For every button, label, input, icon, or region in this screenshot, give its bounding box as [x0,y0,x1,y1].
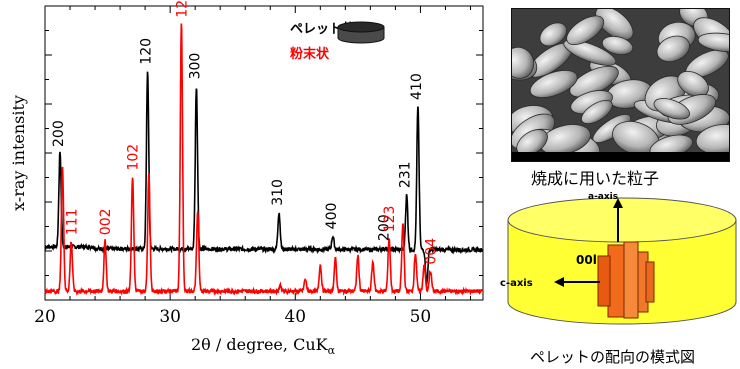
legend: ペレット状 粉末状 [290,21,385,62]
sem-particle [566,15,605,46]
x-tick-label: 50 [410,307,432,327]
peak-label: 121 [174,0,190,18]
particle-micrograph [512,9,729,152]
sem-scale-info [512,152,729,161]
sem-particle [581,99,613,125]
sem-particle [656,35,691,63]
sem-particle [653,98,691,120]
sem-particle [695,124,729,152]
a-axis-arrow [613,198,623,242]
c-axis-arrow [554,277,600,287]
peak-label: 410 [409,73,425,100]
sem-particle [697,32,729,53]
xrd-chart: 20 30 40 50 200 120 300 310 400 200 231 410 111 002 1… [9,0,484,357]
peak-label: 111 [64,208,80,235]
a-axis-label: a-axis [588,192,618,202]
sem-particle [539,22,568,47]
sem-particle [512,46,535,79]
peak-labels: 200 120 300 310 400 200 231 410 111 002 102 121 123 0… [51,0,439,265]
plane-label: 00l [576,253,597,267]
x-axis-label-subscript: α [328,344,336,357]
c-axis-label: c-axis [500,278,533,289]
x-axis-label: 2θ / degree, CuKα [191,335,336,357]
sem-particle [595,9,634,41]
series-line-pellet [44,71,484,286]
peak-label: 200 [51,120,67,147]
series-line-powder [44,23,484,297]
legend-powder-label: 粉末状 [290,46,330,62]
sem-particle [649,134,694,152]
sem-particle [516,129,548,152]
pellet-disk-icon [337,21,385,44]
sem-image [511,8,730,162]
y-axis-label: x-ray intensity [9,95,28,211]
sem-particle [529,70,578,98]
x-tick-label: 30 [159,307,181,327]
series-layer [44,23,484,297]
peak-label: 310 [270,179,286,206]
x-tick-label: 40 [284,307,306,327]
sem-caption: 焼成に用いた粒子 [531,169,660,188]
peak-label: 123 [382,206,398,233]
peak-label: 004 [423,238,439,265]
x-tick-labels: 20 30 40 50 [34,307,431,327]
sem-particle [677,70,709,98]
sem-particle [563,39,617,66]
crystal-stack [597,241,655,319]
pellet-orientation-diagram: a-axis c-axis 00l [500,192,737,325]
peak-label: 102 [126,144,142,171]
axis-ticks [44,6,483,300]
peak-label: 300 [187,53,203,80]
peak-label: 200 [376,214,392,241]
peak-label: 400 [324,203,340,230]
peak-label: 002 [98,208,114,235]
peak-label: 120 [139,38,155,65]
diagram-caption: ペレットの配向の模式図 [530,348,696,366]
sem-particle [601,35,634,56]
peak-label: 231 [398,161,414,188]
x-tick-label: 20 [34,307,56,327]
